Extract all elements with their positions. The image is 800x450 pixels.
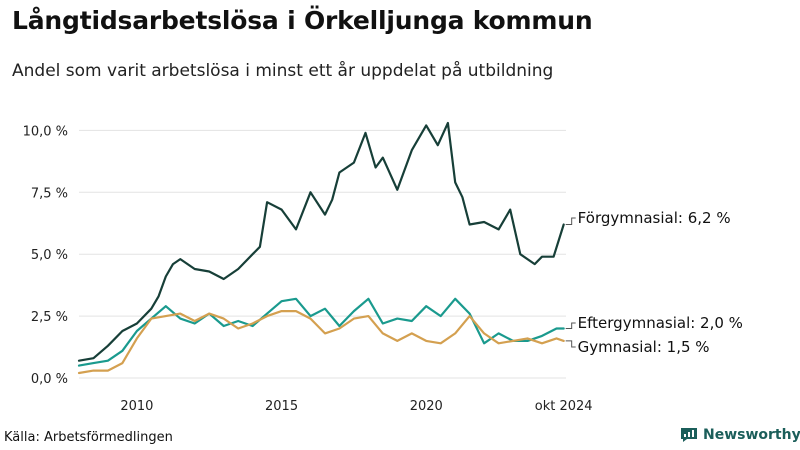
x-tick-label: 2010 xyxy=(120,399,153,414)
x-tick-label: 2020 xyxy=(410,399,443,414)
y-tick-label: 2,5 % xyxy=(31,310,68,325)
series-line-gymnasial xyxy=(77,310,565,375)
y-tick-label: 5,0 % xyxy=(31,248,68,263)
y-tick-label: 10,0 % xyxy=(23,124,68,139)
chart-title: Långtidsarbetslösa i Örkelljunga kommun xyxy=(12,6,593,35)
end-label-connector xyxy=(565,322,576,329)
source-note: Källa: Arbetsförmedlingen xyxy=(4,430,173,445)
y-tick-label: 0,0 % xyxy=(31,372,68,387)
chart-subtitle: Andel som varit arbetslösa i minst ett å… xyxy=(12,61,554,81)
x-tick-label: 2015 xyxy=(265,399,298,414)
brand-logo[interactable]: Newsworthy xyxy=(680,427,800,443)
end-label-connector xyxy=(565,217,576,225)
series-end-label: Gymnasial: 1,5 % xyxy=(578,338,710,356)
brand-name: Newsworthy xyxy=(703,427,800,443)
x-tick-label: okt 2024 xyxy=(535,399,593,414)
newsworthy-logo-icon xyxy=(681,428,697,442)
y-tick-label: 7,5 % xyxy=(31,186,68,201)
end-label-connector xyxy=(565,340,576,348)
series-end-label: Förgymnasial: 6,2 % xyxy=(578,209,731,227)
series-line-eftergymnasial xyxy=(77,297,565,367)
series-end-label: Eftergymnasial: 2,0 % xyxy=(578,314,743,332)
series-line-förgymnasial xyxy=(77,121,565,362)
